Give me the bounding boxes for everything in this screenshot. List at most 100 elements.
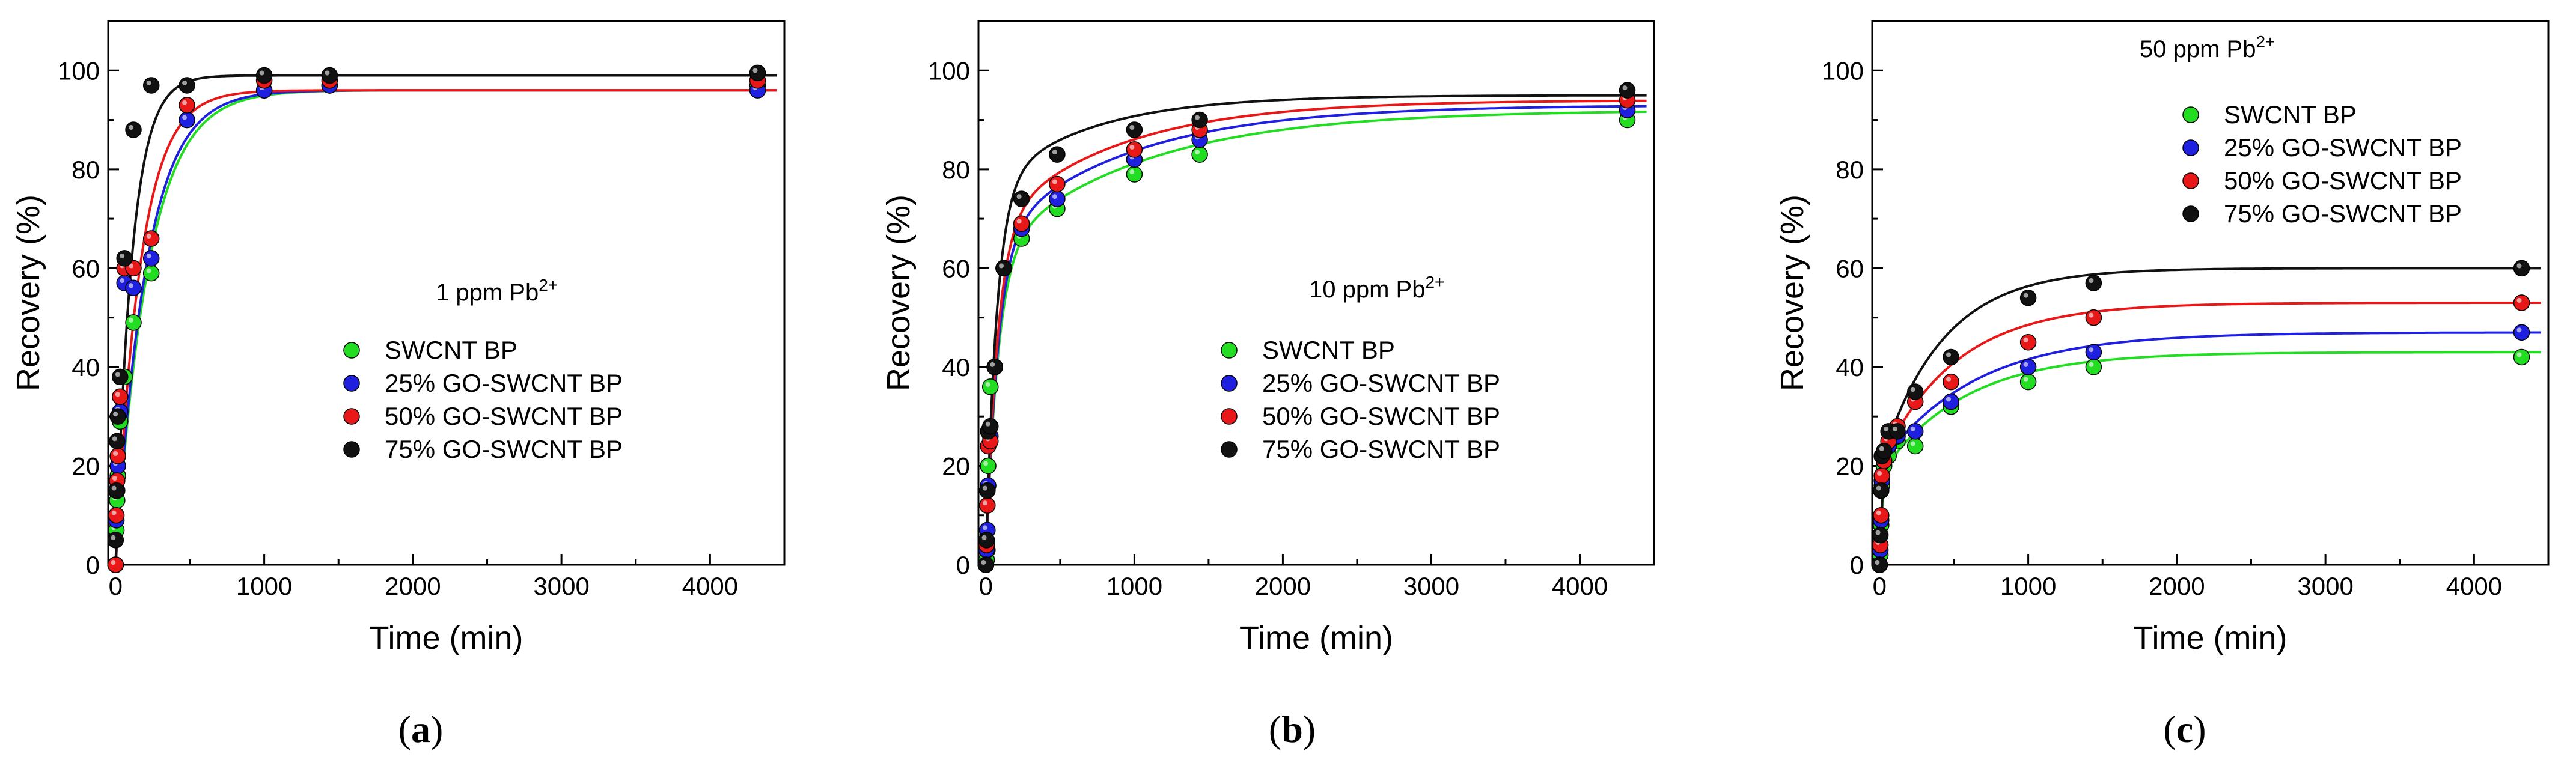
- data-point: [1873, 506, 1890, 524]
- data-point: [982, 418, 999, 435]
- data-point-highlight: [1884, 426, 1889, 431]
- data-point: [108, 506, 125, 524]
- legend-label: 25% GO-SWCNT BP: [2224, 133, 2462, 162]
- legend-label: 50% GO-SWCNT BP: [2224, 166, 2462, 195]
- data-point-highlight: [998, 263, 1004, 269]
- data-point: [982, 378, 999, 395]
- fit-curve: [984, 99, 1647, 565]
- data-point: [1191, 111, 1208, 129]
- chart-panel-1: 0 1000 2000 3000 4000 0 20 40 60 80 100 Time (min) R…: [10, 20, 786, 750]
- x-tick-label: 3000: [2297, 572, 2353, 600]
- data-point: [979, 497, 996, 514]
- data-point-highlight: [2516, 297, 2522, 303]
- data-point-highlight: [182, 115, 188, 120]
- legend-label: SWCNT BP: [1262, 336, 1395, 364]
- legend-marker: [343, 375, 360, 392]
- data-point-highlight: [1622, 85, 1628, 91]
- data-point: [112, 388, 129, 406]
- data-point-highlight: [112, 476, 117, 481]
- data-point-highlight: [146, 234, 151, 239]
- data-point-highlight: [182, 80, 188, 85]
- data-point: [1619, 82, 1636, 99]
- plot-frame: [977, 20, 1655, 566]
- data-point-highlight: [982, 485, 987, 491]
- data-point: [1906, 423, 1924, 440]
- x-axis-title: Time (min): [370, 620, 523, 656]
- data-point: [1013, 190, 1030, 207]
- legend-label: 50% GO-SWCNT BP: [385, 402, 623, 430]
- legend-label: 25% GO-SWCNT BP: [385, 369, 623, 397]
- data-point: [1191, 146, 1208, 163]
- data-point: [255, 67, 273, 84]
- data-point-highlight: [982, 500, 987, 506]
- plot-frame: [107, 20, 786, 566]
- fit-curve: [114, 89, 777, 565]
- data-point-highlight: [1129, 144, 1135, 150]
- data-point: [142, 264, 160, 282]
- x-tick-label: 1000: [2000, 572, 2056, 600]
- data-point-highlight: [113, 412, 118, 417]
- data-point-highlight: [2089, 347, 2094, 353]
- data-point: [2085, 359, 2102, 375]
- data-point: [2085, 275, 2102, 291]
- data-point-highlight: [129, 283, 134, 288]
- data-point: [142, 77, 160, 94]
- data-point: [108, 482, 125, 499]
- data-point: [179, 97, 195, 114]
- data-point: [1873, 467, 1890, 484]
- legend: SWCNT BP 25% GO-SWCNT BP 50% GO-SWCNT BP 75…: [343, 336, 623, 463]
- y-tick-label: 0: [956, 551, 970, 579]
- legend-label: 75% GO-SWCNT BP: [385, 435, 623, 463]
- data-point-highlight: [1052, 179, 1057, 184]
- fit-curve: [1878, 267, 2541, 565]
- panel-caption: (a): [398, 708, 444, 750]
- data-point-highlight: [2089, 312, 2094, 318]
- data-point: [107, 532, 124, 549]
- data-point-highlight: [111, 560, 116, 565]
- y-tick-label: 60: [72, 254, 100, 282]
- y-tick-label: 100: [928, 56, 970, 85]
- x-tick-label: 1000: [236, 572, 292, 600]
- y-tick-label: 0: [1850, 551, 1864, 579]
- data-point: [2019, 373, 2037, 391]
- data-point: [2085, 309, 2102, 326]
- data-point: [2019, 334, 2037, 351]
- legend-label: SWCNT BP: [385, 336, 517, 364]
- data-point-highlight: [1946, 377, 1952, 382]
- fit-curve: [114, 89, 777, 565]
- data-point-highlight: [1910, 441, 1915, 446]
- data-point-highlight: [146, 80, 151, 85]
- fit-curve: [1878, 351, 2541, 565]
- data-point-highlight: [983, 461, 989, 466]
- data-point-highlight: [1876, 485, 1881, 491]
- data-point: [1943, 393, 1959, 410]
- fit-curve: [1878, 302, 2541, 565]
- data-point-highlight: [752, 68, 758, 73]
- x-tick-label: 4000: [2446, 572, 2502, 600]
- y-tick-label: 100: [58, 56, 100, 85]
- y-tick-label: 20: [1836, 452, 1864, 480]
- data-point-highlight: [985, 381, 990, 387]
- x-axis-title: Time (min): [1239, 620, 1393, 656]
- data-point: [1013, 215, 1030, 233]
- legend-marker: [1221, 441, 1238, 458]
- data-point: [2513, 348, 2530, 366]
- y-tick-label: 60: [1836, 254, 1864, 282]
- data-point-highlight: [1016, 194, 1022, 199]
- data-point-highlight: [129, 125, 134, 130]
- data-point: [749, 64, 766, 82]
- data-point-highlight: [1016, 219, 1022, 224]
- data-point-highlight: [113, 451, 118, 456]
- data-point: [1126, 141, 1143, 158]
- y-axis-title: Recovery (%): [10, 195, 46, 391]
- data-point-highlight: [1052, 194, 1057, 199]
- data-point: [1126, 121, 1143, 138]
- data-point: [1906, 437, 1924, 455]
- data-point-highlight: [1877, 470, 1882, 476]
- data-point: [109, 448, 126, 464]
- data-point: [1049, 190, 1066, 207]
- data-point: [2019, 359, 2037, 375]
- fit-curve: [114, 74, 777, 565]
- data-point: [2513, 260, 2530, 277]
- y-tick-label: 0: [86, 551, 100, 579]
